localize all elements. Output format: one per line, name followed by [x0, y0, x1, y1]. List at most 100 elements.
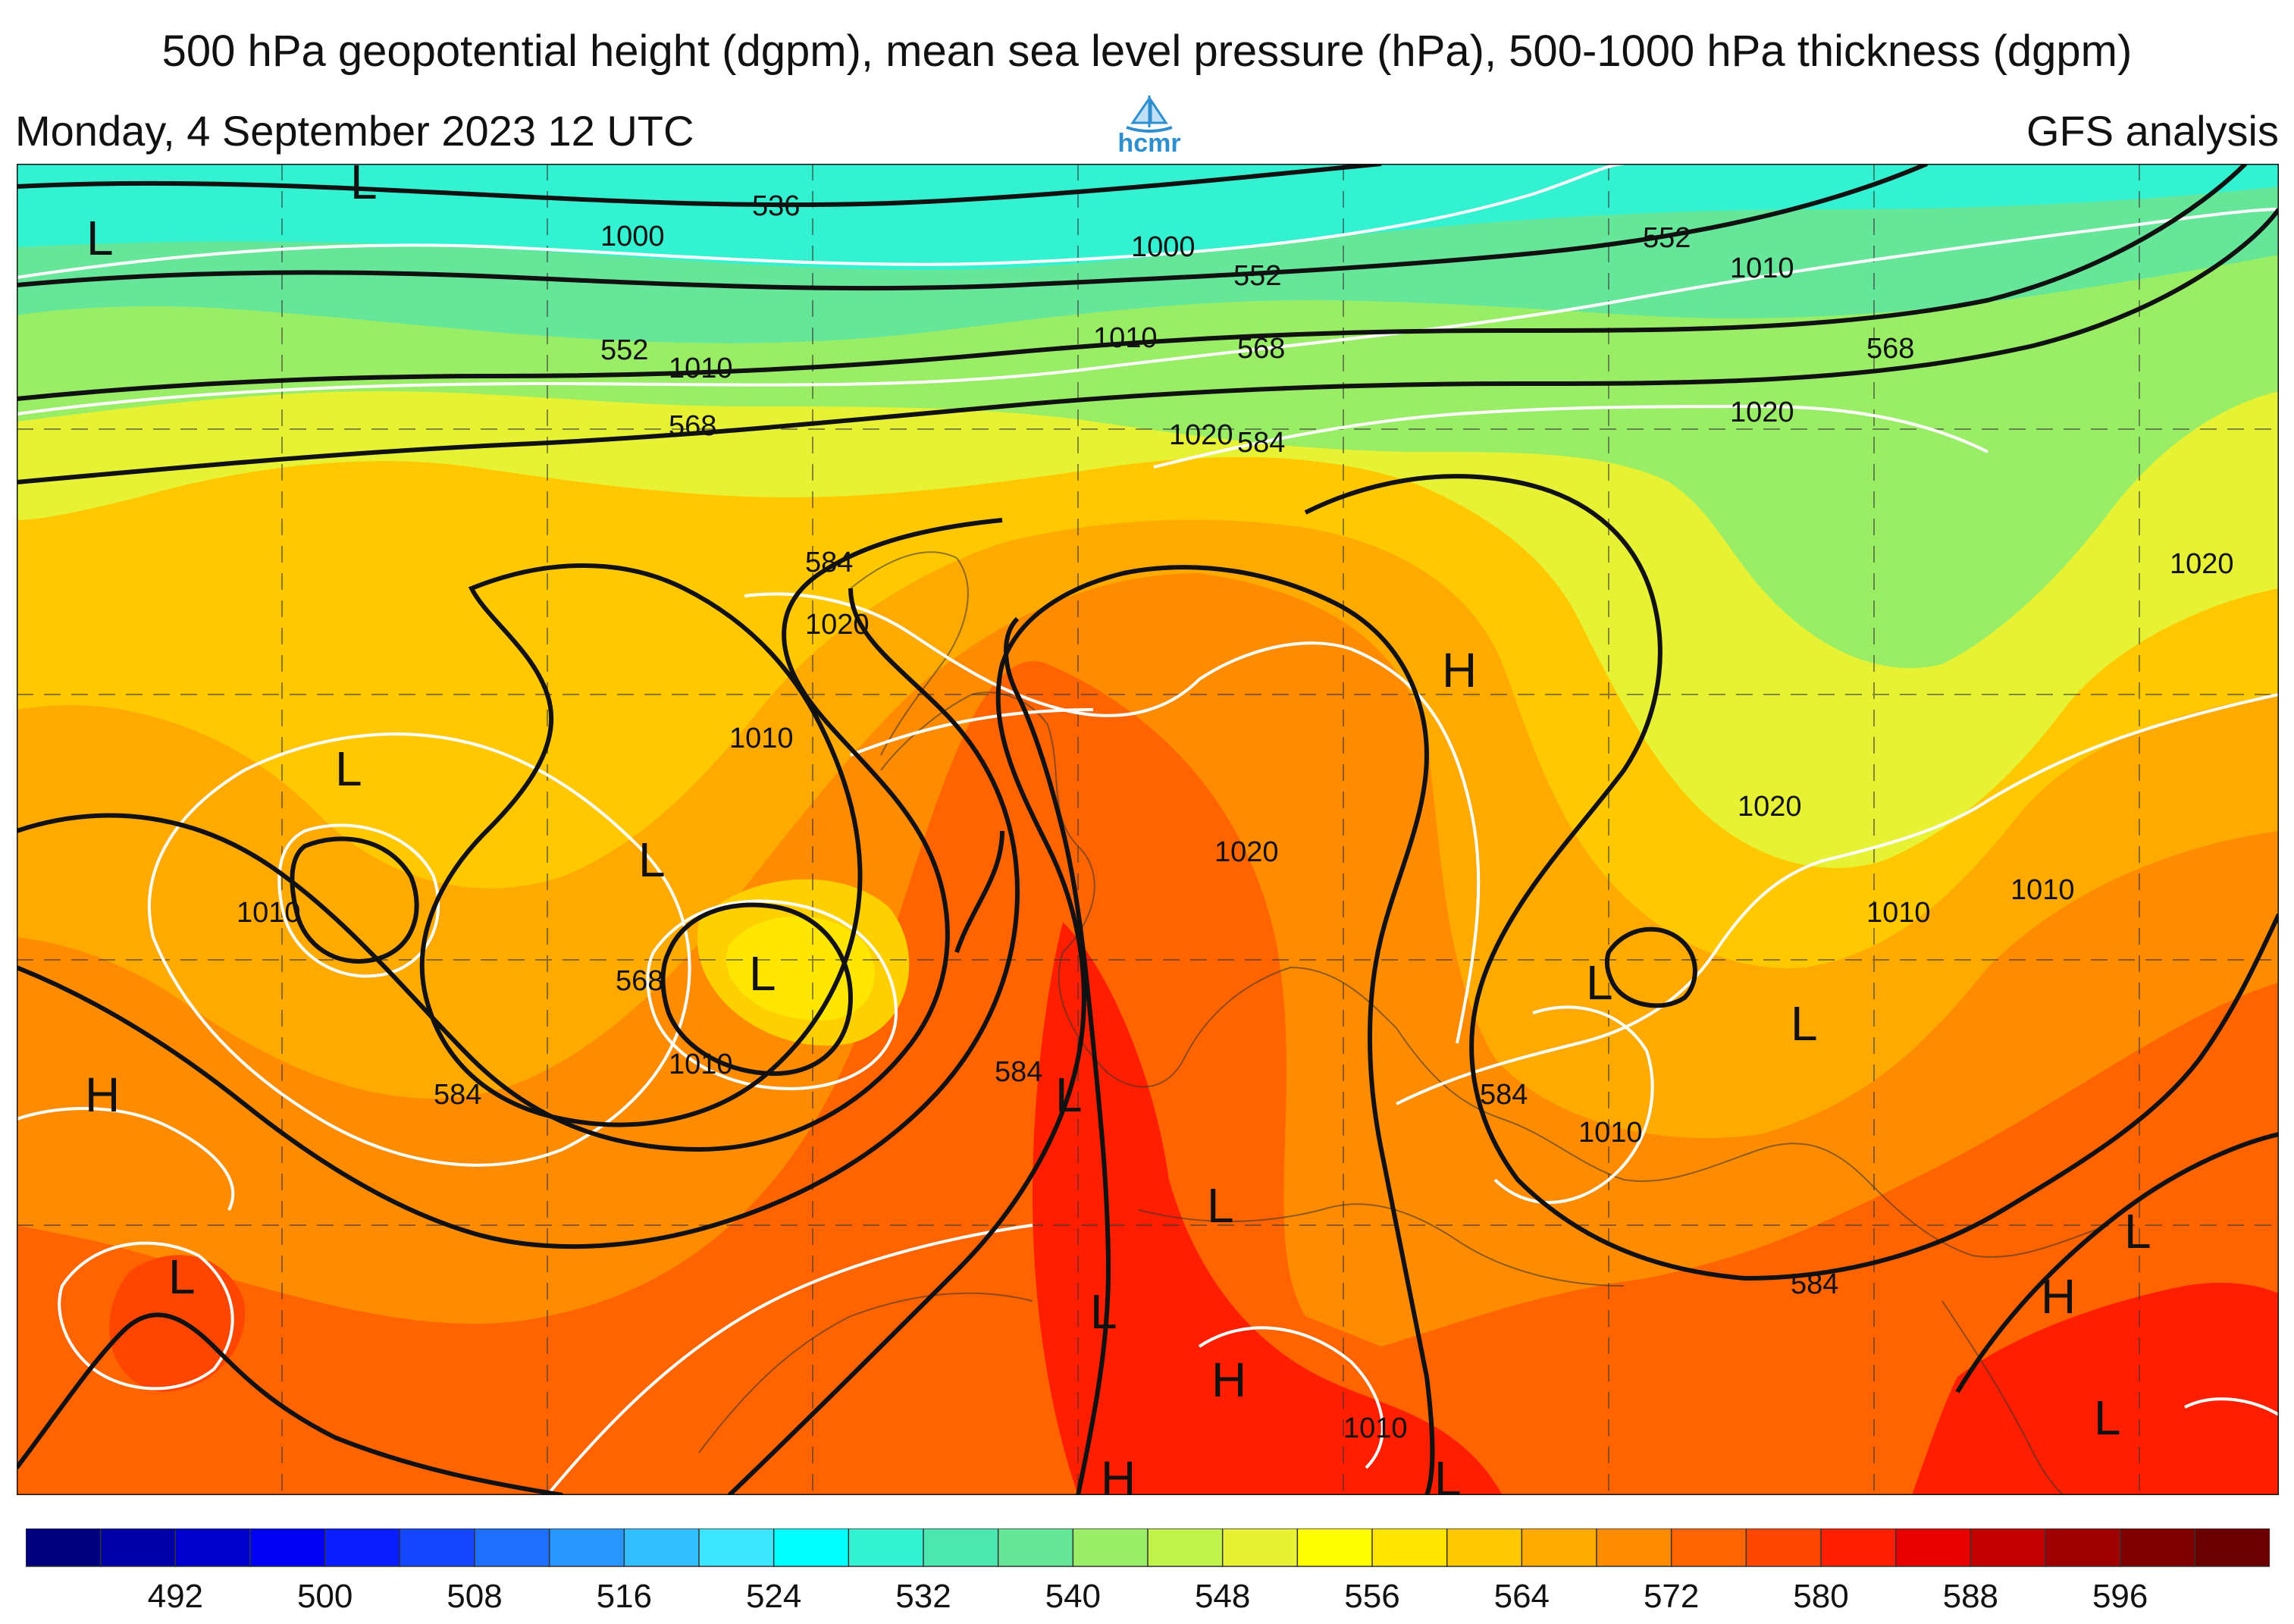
colorbar-cell [848, 1528, 925, 1567]
label-1020-northsea: 1020 [1169, 419, 1233, 451]
colorbar-cell [174, 1528, 252, 1567]
label-536: 536 [752, 190, 800, 222]
colorbar-cell [99, 1528, 177, 1567]
colorbar-cell [548, 1528, 625, 1567]
label-1010-north-center: 1010 [1093, 322, 1158, 354]
colorbar-cell [1670, 1528, 1747, 1567]
colorbar-tick-label: 540 [1045, 1578, 1101, 1612]
label-552-east: 552 [1643, 222, 1691, 254]
colorbar-cell [1296, 1528, 1374, 1567]
center-high: H [1442, 643, 1477, 698]
geopotential-contours [17, 164, 2279, 1495]
ship-icon [1126, 95, 1173, 133]
colorbar-cell [1221, 1528, 1299, 1567]
label-1020-balkans: 1020 [1738, 791, 1802, 823]
colorbar-cell [1521, 1528, 1598, 1567]
colorbar-cell [1820, 1528, 1897, 1567]
label-1010-atlantic: 1010 [729, 723, 794, 754]
label-1000-west: 1000 [600, 221, 665, 252]
colorbar-cell [1072, 1528, 1149, 1567]
label-584-north: 584 [1237, 427, 1285, 459]
center-low: L [86, 211, 114, 265]
colorbar-cell [1371, 1528, 1448, 1567]
colorbar: 492 500 508 516 524 532 540 548 556 564 572 580 588 5… [26, 1528, 2270, 1612]
colorbar-tick-label: 596 [2092, 1578, 2148, 1612]
model-name: GFS analysis [2026, 107, 2279, 155]
colorbar-cell [997, 1528, 1074, 1567]
center-high: H [1101, 1451, 1136, 1495]
isobars [17, 164, 2279, 1495]
label-568-west: 568 [669, 410, 716, 442]
hcmr-logo: hcmr [1111, 89, 1187, 162]
colorbar-cell [1446, 1528, 1523, 1567]
thickness-fill-588 [1033, 922, 1503, 1495]
label-1000-east: 1000 [1131, 231, 1196, 263]
colorbar-cell [1147, 1528, 1224, 1567]
center-low: L [335, 741, 362, 796]
colorbar-tick-label: 572 [1644, 1578, 1699, 1612]
center-low: L [2094, 1390, 2121, 1445]
label-1020-far-east: 1020 [2170, 548, 2234, 580]
colorbar-cell [2045, 1528, 2121, 1567]
center-low: L [1055, 1068, 1083, 1122]
label-568-center: 568 [1237, 333, 1285, 365]
label-1010-east: 1010 [2010, 874, 2075, 906]
pressure-labels: 1000 1000 1010 1010 1010 1010 1020 1020 … [237, 221, 2234, 1444]
label-584-southwest: 584 [434, 1079, 481, 1111]
label-552-west: 552 [600, 334, 648, 366]
chart-title: 500 hPa geopotential height (dgpm), mean… [161, 27, 2133, 76]
colorbar-cell [26, 1528, 102, 1567]
colorbar-cells [26, 1528, 2270, 1567]
center-low: L [638, 832, 666, 887]
colorbar-cell [2119, 1528, 2196, 1567]
thickness-fill-556-hole [726, 916, 875, 1020]
center-low: L [749, 946, 776, 1001]
label-1020-baltic: 1020 [1730, 397, 1794, 428]
coastlines [698, 551, 2110, 1495]
colorbar-tick-label: 492 [148, 1578, 203, 1612]
label-584-italy: 584 [1480, 1079, 1528, 1111]
label-552-north: 552 [1233, 260, 1281, 292]
colorbar-tick-label: 524 [746, 1578, 801, 1612]
label-1010-north-west: 1010 [669, 353, 733, 384]
colorbar-cell [1596, 1528, 1672, 1567]
colorbar-cell [1970, 1528, 2047, 1567]
thickness-fill-580-west-center [109, 1255, 246, 1392]
center-low: L [1586, 955, 1613, 1010]
label-1010-azores: 1010 [669, 1049, 733, 1080]
colorbar-tick-label: 516 [597, 1578, 652, 1612]
colorbar-cell [773, 1528, 850, 1567]
logo-text: hcmr [1117, 129, 1181, 158]
center-low: L [2124, 1204, 2151, 1259]
colorbar-labels: 492 500 508 516 524 532 540 548 556 564 572 580 588 5… [148, 1578, 2148, 1612]
center-high: H [1211, 1353, 1246, 1407]
label-1020-ireland: 1020 [805, 609, 870, 641]
pressure-centers: L L L L L H L H L H L L H H L L L L H L [85, 164, 2151, 1495]
colorbar-tick-label: 508 [447, 1578, 502, 1612]
center-low: L [1791, 996, 1818, 1051]
colorbar-tick-label: 532 [895, 1578, 951, 1612]
colorbar-cell [2194, 1528, 2270, 1567]
label-1020-france: 1020 [1214, 836, 1279, 868]
colorbar-tick-label: 588 [1943, 1578, 1998, 1612]
colorbar-cell [623, 1528, 700, 1567]
colorbar-tick-label: 556 [1344, 1578, 1399, 1612]
thickness-labels: 536 552 552 552 568 568 568 584 584 568 … [434, 190, 1914, 1300]
label-568-atlantic: 568 [616, 965, 663, 997]
center-low: L [1207, 1178, 1234, 1233]
label-1010-turkey: 1010 [1866, 897, 1931, 929]
center-low: L [1090, 1284, 1117, 1339]
center-low: L [1434, 1451, 1462, 1495]
label-1010-north-east: 1010 [1730, 252, 1794, 284]
colorbar-tick-label: 500 [297, 1578, 353, 1612]
colorbar-cell [474, 1528, 550, 1567]
weather-map: 536 552 552 552 568 568 568 584 584 568 … [17, 164, 2279, 1495]
label-568-east: 568 [1866, 333, 1914, 365]
colorbar-tick-label: 564 [1494, 1578, 1550, 1612]
colorbar-cell [324, 1528, 401, 1567]
label-1010-italy: 1010 [1578, 1117, 1643, 1149]
colorbar-cell [399, 1528, 476, 1567]
colorbar-cell [1745, 1528, 1822, 1567]
label-584-southeast: 584 [1791, 1268, 1838, 1300]
colorbar-cell [249, 1528, 326, 1567]
